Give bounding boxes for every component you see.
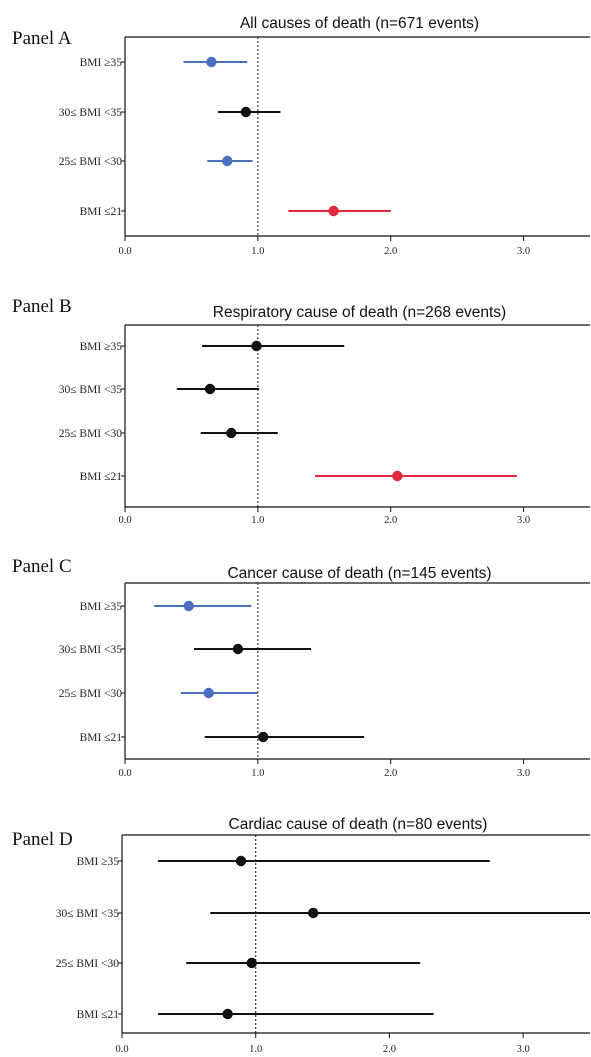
panel-title: Cardiac cause of death (n=80 events) xyxy=(229,816,488,833)
point-estimate xyxy=(328,205,339,217)
panel-label: Panel A xyxy=(12,28,72,49)
x-tick-label: 1.0 xyxy=(251,768,264,779)
x-tick-label: 3.0 xyxy=(517,515,530,526)
point-estimate xyxy=(203,687,214,699)
panel-label: Panel D xyxy=(12,829,73,850)
panel-label: Panel C xyxy=(12,556,72,577)
panel-title: All causes of death (n=671 events) xyxy=(240,15,479,32)
point-estimate xyxy=(222,155,233,167)
point-estimate xyxy=(183,600,194,612)
point-estimate xyxy=(222,1008,233,1020)
category-label: 25≤ BMI <30 xyxy=(56,958,120,970)
point-estimate xyxy=(226,427,237,439)
point-estimate xyxy=(251,340,262,352)
point-estimate xyxy=(257,731,269,743)
category-label: BMI ≤21 xyxy=(80,732,123,744)
point-estimate xyxy=(240,106,252,118)
x-tick-label: 0.0 xyxy=(118,515,131,526)
panel-a: Panel A All causes of death (n=671 events… xyxy=(12,15,590,257)
category-label: 25≤ BMI <30 xyxy=(59,428,123,440)
x-tick-label: 3.0 xyxy=(517,768,530,779)
category-label: BMI ≥35 xyxy=(80,57,123,69)
x-tick-label: 1.0 xyxy=(249,1044,262,1055)
category-label: BMI ≤21 xyxy=(77,1009,120,1021)
category-label: 30≤ BMI <35 xyxy=(59,384,123,396)
category-label: 30≤ BMI <35 xyxy=(59,107,123,119)
category-label: 25≤ BMI <30 xyxy=(59,688,123,700)
point-estimate xyxy=(392,470,403,482)
panel-d: Panel D Cardiac cause of death (n=80 even… xyxy=(12,816,590,1055)
panel-b: Panel B Respiratory cause of death (n=268… xyxy=(12,296,590,526)
panel-c: Panel C Cancer cause of death (n=145 even… xyxy=(12,556,590,779)
x-tick-label: 3.0 xyxy=(517,246,530,257)
x-tick-label: 0.0 xyxy=(118,768,131,779)
category-label: BMI ≥35 xyxy=(77,856,120,868)
category-label: BMI ≤21 xyxy=(80,206,123,218)
category-label: BMI ≥35 xyxy=(80,341,123,353)
x-tick-label: 0.0 xyxy=(115,1044,128,1055)
category-label: BMI ≤21 xyxy=(80,471,123,483)
panel-title: Respiratory cause of death (n=268 events… xyxy=(213,304,506,321)
panel-title: Cancer cause of death (n=145 events) xyxy=(227,565,491,582)
category-label: 30≤ BMI <35 xyxy=(56,908,120,920)
point-estimate xyxy=(204,383,216,395)
x-tick-label: 1.0 xyxy=(251,246,264,257)
x-tick-label: 2.0 xyxy=(384,515,397,526)
category-label: 30≤ BMI <35 xyxy=(59,644,123,656)
point-estimate xyxy=(246,957,257,969)
point-estimate xyxy=(232,643,244,655)
category-label: BMI ≥35 xyxy=(80,601,123,613)
point-estimate xyxy=(235,855,247,867)
category-label: 25≤ BMI <30 xyxy=(59,156,123,168)
point-estimate xyxy=(206,56,217,68)
point-estimate xyxy=(308,907,319,919)
x-tick-label: 0.0 xyxy=(118,246,131,257)
x-tick-label: 1.0 xyxy=(251,515,264,526)
panel-label: Panel B xyxy=(12,296,72,317)
x-tick-label: 3.0 xyxy=(517,1044,530,1055)
x-tick-label: 2.0 xyxy=(384,246,397,257)
x-tick-label: 2.0 xyxy=(384,768,397,779)
x-tick-label: 2.0 xyxy=(383,1044,396,1055)
